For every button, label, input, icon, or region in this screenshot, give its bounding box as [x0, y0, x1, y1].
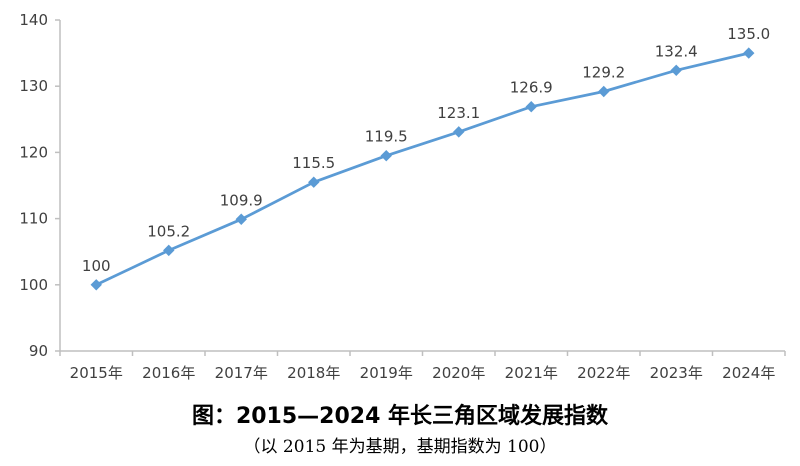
data-point-marker	[163, 244, 175, 257]
data-label: 135.0	[727, 25, 770, 43]
data-point-marker	[743, 47, 755, 59]
x-tick-label: 2019年	[360, 364, 413, 382]
x-tick-label: 2015年	[70, 364, 123, 382]
data-label: 126.9	[510, 79, 553, 97]
y-tick-label: 120	[19, 143, 48, 161]
data-point-marker	[308, 176, 320, 188]
data-point-marker	[525, 101, 537, 113]
y-tick-label: 110	[19, 210, 48, 228]
data-label: 100	[82, 257, 111, 275]
x-tick-label: 2024年	[722, 364, 775, 382]
series-line	[94, 51, 751, 287]
data-point-marker	[598, 85, 610, 98]
y-tick-label: 100	[19, 276, 48, 294]
x-tick-label: 2020年	[432, 364, 485, 382]
data-label: 105.2	[147, 222, 190, 240]
data-label: 123.1	[437, 104, 480, 122]
series-markers	[90, 47, 755, 291]
y-axis-ticks: 90 100 110 120 130 140	[19, 11, 60, 360]
data-label: 129.2	[582, 63, 625, 81]
x-tick-label: 2023年	[650, 364, 703, 382]
y-tick-label: 90	[29, 342, 48, 360]
data-point-marker	[90, 279, 102, 291]
x-tick-label: 2017年	[215, 364, 268, 382]
data-label: 132.4	[655, 42, 698, 60]
x-tick-label: 2016年	[142, 364, 195, 382]
data-point-marker	[453, 126, 465, 138]
data-point-marker	[380, 150, 392, 162]
x-axis-ticks: 2015年 2016年 2017年 2018年 2019年 2020年 2021年 2022年…	[59, 351, 786, 382]
data-point-marker	[670, 64, 682, 77]
chart-subtitle: （以 2015 年为基期，基期指数为 100）	[243, 437, 557, 457]
data-label: 109.9	[220, 191, 263, 209]
chart-title: 图：2015—2024 年长三角区域发展指数	[191, 404, 609, 429]
y-tick-label: 130	[19, 77, 48, 95]
data-label: 115.5	[292, 154, 335, 172]
data-point-marker	[235, 213, 247, 225]
x-tick-label: 2018年	[287, 364, 340, 382]
x-tick-label: 2022年	[577, 364, 630, 382]
y-tick-label: 140	[19, 11, 48, 29]
x-tick-label: 2021年	[505, 364, 558, 382]
data-labels: 100 105.2 109.9 115.5 119.5 123.1 126.9 129.2 13…	[82, 25, 770, 275]
series-line-group	[94, 51, 751, 287]
data-label: 119.5	[365, 128, 408, 146]
chart-area: 90 100 110 120 130 140 2015年 2016年 2017年 2018年 20…	[19, 11, 786, 382]
